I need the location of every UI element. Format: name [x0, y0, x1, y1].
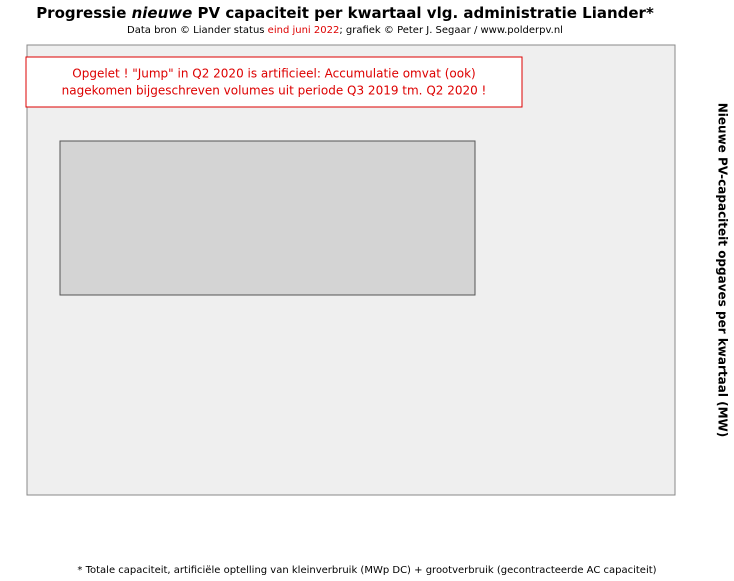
title-part: Progressie: [36, 4, 131, 22]
plot-border: [26, 44, 676, 496]
subtitle: Data bron © Liander status eind juni 202…: [127, 25, 563, 36]
annotation-line: Opgelet ! "Jump" in Q2 2020 is artificie…: [72, 67, 475, 81]
chart-title: Progressie nieuwe PV capaciteit per kwar…: [36, 4, 654, 22]
annotation-box: [25, 56, 523, 108]
subtitle-part: ; grafiek © Peter J. Segaar / www.polder…: [339, 25, 563, 36]
footnote: * Totale capaciteit, artificiële optelli…: [77, 565, 656, 576]
averages-box: [59, 140, 476, 296]
subtitle-part: Data bron © Liander status: [127, 25, 268, 36]
subtitle-part: eind juni 2022: [268, 25, 340, 36]
title-part: PV capaciteit per kwartaal vlg. administ…: [192, 4, 654, 22]
y-axis-label: Nieuwe PV-capaciteit opgaves per kwartaa…: [716, 103, 730, 438]
title-part: nieuwe: [132, 4, 193, 22]
annotation-line: nagekomen bijgeschreven volumes uit peri…: [62, 84, 487, 98]
